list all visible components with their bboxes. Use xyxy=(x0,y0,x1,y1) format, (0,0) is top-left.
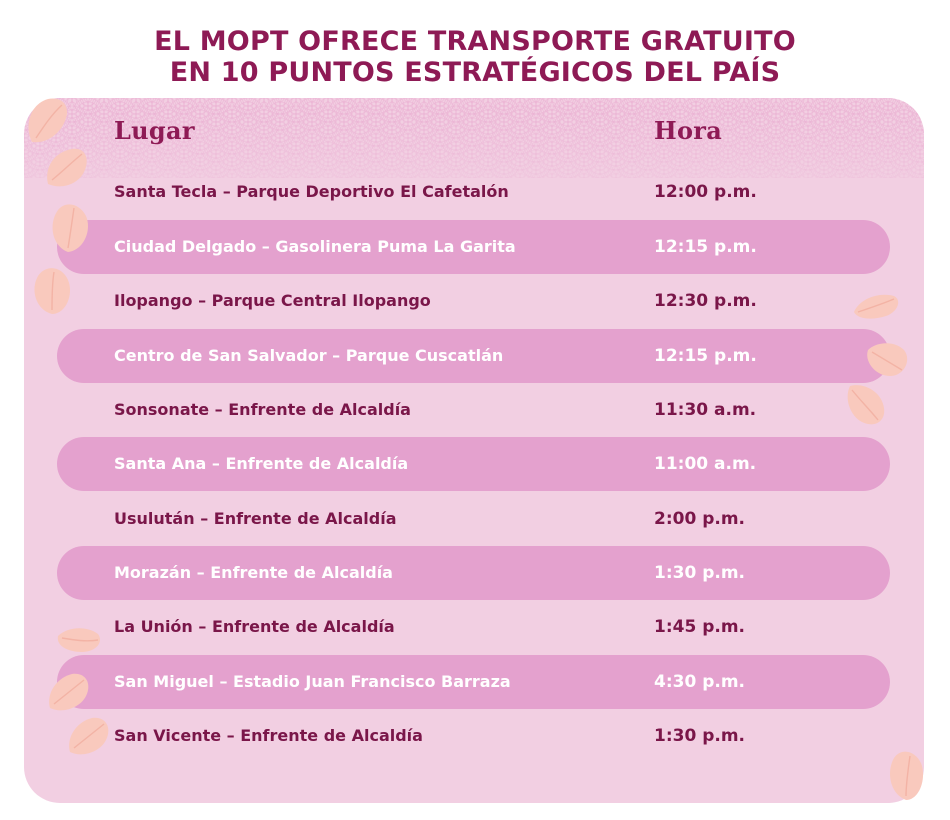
petal-icon xyxy=(57,628,101,652)
petal-icon xyxy=(854,294,899,319)
row-time: 12:00 p.m. xyxy=(654,182,757,202)
row-time: 4:30 p.m. xyxy=(654,672,746,692)
row-time: 1:30 p.m. xyxy=(654,726,746,746)
petal-icon xyxy=(847,385,885,425)
row-place: La Unión – Enfrente de Alcaldía xyxy=(114,617,395,636)
row-time: 1:45 p.m. xyxy=(654,617,746,637)
table-row: Ilopango – Parque Central Ilopango 12:30… xyxy=(57,274,890,328)
row-time: 12:30 p.m. xyxy=(654,291,757,311)
petal-icon xyxy=(49,673,89,711)
petal-icon xyxy=(28,98,68,143)
petal-icon xyxy=(867,343,908,376)
table-row: La Unión – Enfrente de Alcaldía 1:45 p.m… xyxy=(57,600,890,654)
row-time: 2:00 p.m. xyxy=(654,509,746,529)
row-place: Ilopango – Parque Central Ilopango xyxy=(114,291,431,310)
table-row: Ciudad Delgado – Gasolinera Puma La Gari… xyxy=(57,220,890,274)
petal-icon xyxy=(890,751,924,800)
row-time: 11:30 a.m. xyxy=(654,400,757,420)
row-place: Sonsonate – Enfrente de Alcaldía xyxy=(114,400,411,419)
table-row: Santa Tecla – Parque Deportivo El Cafeta… xyxy=(57,165,890,219)
table-row: Sonsonate – Enfrente de Alcaldía 11:30 a… xyxy=(57,383,890,437)
table-row: San Vicente – Enfrente de Alcaldía 1:30 … xyxy=(57,709,890,763)
table-row: Centro de San Salvador – Parque Cuscatlá… xyxy=(57,329,890,383)
row-place: Santa Tecla – Parque Deportivo El Cafeta… xyxy=(114,182,509,201)
row-time: 12:15 p.m. xyxy=(654,346,757,366)
row-time: 1:30 p.m. xyxy=(654,563,746,583)
row-place: Ciudad Delgado – Gasolinera Puma La Gari… xyxy=(114,237,516,256)
row-place: Santa Ana – Enfrente de Alcaldía xyxy=(114,454,409,473)
page-title: EL MOPT OFRECE TRANSPORTE GRATUITO EN 10… xyxy=(0,26,950,88)
scallop-pattern xyxy=(24,98,924,178)
title-line-1: EL MOPT OFRECE TRANSPORTE GRATUITO xyxy=(154,26,796,57)
table-row: Morazán – Enfrente de Alcaldía 1:30 p.m. xyxy=(57,546,890,600)
table-row: Usulután – Enfrente de Alcaldía 2:00 p.m… xyxy=(57,492,890,546)
petal-icon xyxy=(52,204,88,252)
petal-icon xyxy=(69,717,109,755)
schedule-card: Lugar Hora Santa Tecla – Parque Deportiv… xyxy=(24,98,924,803)
column-header-place: Lugar xyxy=(114,116,195,145)
column-header-time: Hora xyxy=(654,116,723,145)
petal-icon xyxy=(34,268,71,314)
row-time: 12:15 p.m. xyxy=(654,237,757,257)
table-row: Santa Ana – Enfrente de Alcaldía 11:00 a… xyxy=(57,437,890,491)
row-place: Morazán – Enfrente de Alcaldía xyxy=(114,563,393,582)
petal-icon xyxy=(47,148,87,187)
row-place: Usulután – Enfrente de Alcaldía xyxy=(114,509,397,528)
title-line-2: EN 10 PUNTOS ESTRATÉGICOS DEL PAÍS xyxy=(169,57,781,88)
table-row: San Miguel – Estadio Juan Francisco Barr… xyxy=(57,655,890,709)
row-place: Centro de San Salvador – Parque Cuscatlá… xyxy=(114,346,504,365)
row-time: 11:00 a.m. xyxy=(654,454,757,474)
row-place: San Vicente – Enfrente de Alcaldía xyxy=(114,726,423,745)
row-place: San Miguel – Estadio Juan Francisco Barr… xyxy=(114,672,511,691)
